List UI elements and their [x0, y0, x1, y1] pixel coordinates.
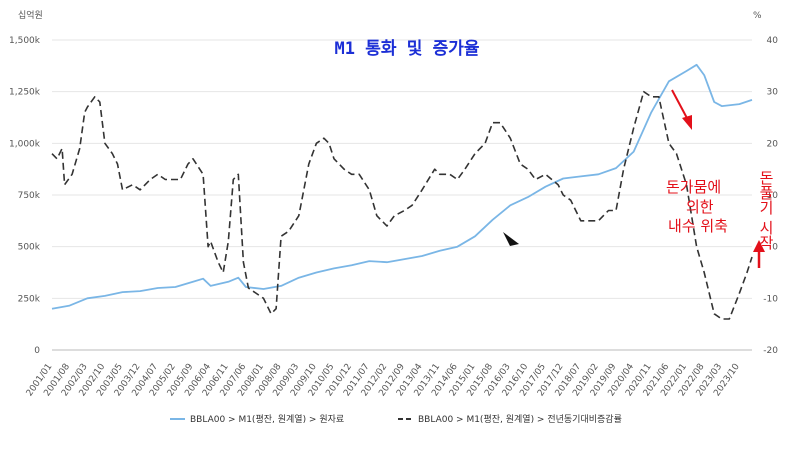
annotation-2: 의한 — [686, 198, 714, 216]
arrow-down-line — [671, 89, 689, 121]
y-right-tick-label: 10 — [767, 191, 779, 201]
arrow-down-head — [682, 115, 692, 130]
y-right-tick-label: -20 — [763, 346, 778, 356]
y-left-tick-label: 1,000k — [9, 139, 41, 149]
grid-lines — [52, 39, 752, 351]
y-right-unit: % — [753, 11, 762, 21]
x-ticks: 2001/012001/082002/032002/102003/052003/… — [25, 362, 742, 399]
annotation-3: 내수 위축 — [668, 217, 728, 235]
y-right-tick-label: 20 — [767, 139, 779, 149]
y-left-unit: 십억원 — [18, 9, 43, 21]
y-right-ticks: -20 -10 0 10 20 30 40 — [763, 36, 778, 356]
y-right-tick-label: 0 — [772, 243, 778, 253]
y-left-tick-label: 0 — [34, 346, 40, 356]
series-line-1 — [51, 63, 753, 310]
legend: BBLA00 > M1(평잔, 원계열) > 원자료 BBLA00 > M1(평… — [170, 413, 622, 425]
annotation-4: 돈풀기 시작 — [757, 170, 775, 250]
y-left-tick-label: 500k — [18, 243, 41, 253]
series-lines — [51, 63, 753, 320]
cursor-triangle-icon — [503, 232, 519, 246]
y-left-tick-label: 250k — [18, 294, 41, 304]
series-line-2 — [51, 90, 753, 320]
y-left-tick-label: 1,250k — [9, 88, 41, 98]
y-right-tick-label: 30 — [767, 88, 779, 98]
legend-label-2: BBLA00 > M1(평잔, 원계열) > 전년동기대비증감률 — [418, 413, 622, 425]
chart-title: M1 통화 및 증가율 — [334, 39, 479, 59]
y-right-tick-label: 40 — [767, 36, 779, 46]
arrow-up-head — [753, 240, 765, 252]
y-right-tick-label: -10 — [763, 294, 778, 304]
annotation-1: 돈가뭄에 — [666, 178, 721, 196]
annotations: 돈가뭄에 의한 내수 위축 돈풀기 시작 — [503, 89, 775, 268]
y-left-ticks: 0 250k 500k 750k 1,000k 1,250k 1,500k — [9, 36, 41, 356]
y-left-tick-label: 1,500k — [9, 36, 41, 46]
legend-label-1: BBLA00 > M1(평잔, 원계열) > 원자료 — [190, 413, 344, 425]
y-left-tick-label: 750k — [18, 191, 41, 201]
